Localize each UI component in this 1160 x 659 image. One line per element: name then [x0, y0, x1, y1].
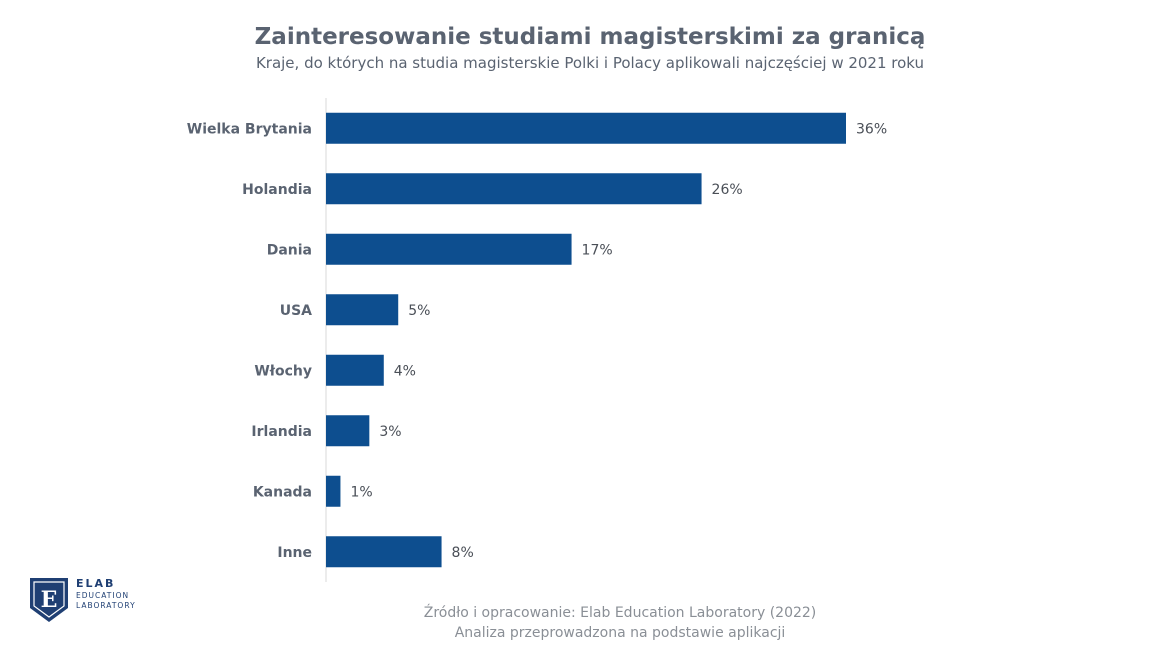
bar [326, 112, 846, 144]
value-label: 5% [408, 303, 430, 319]
value-label: 36% [856, 121, 887, 137]
category-label: Irlandia [251, 424, 312, 440]
svg-text:E: E [41, 587, 58, 613]
value-label: 8% [452, 545, 474, 561]
chart-title: Zainteresowanie studiami magisterskimi z… [254, 24, 926, 50]
bar [326, 415, 370, 447]
value-label: 3% [379, 424, 401, 440]
category-label: Dania [267, 242, 312, 258]
value-label: 17% [582, 242, 613, 258]
bar [326, 354, 384, 386]
category-label: Wielka Brytania [187, 121, 312, 137]
bar [326, 233, 572, 265]
category-label: USA [280, 303, 312, 319]
value-label: 1% [350, 484, 372, 500]
analysis-note: Analiza przeprowadzona na podstawie apli… [454, 625, 786, 641]
bar [326, 173, 702, 205]
chart-subtitle: Kraje, do których na studia magisterskie… [255, 54, 925, 72]
elab-shield-icon: E [30, 578, 68, 622]
source-note: Źródło i opracowanie: Elab Education Lab… [423, 605, 817, 621]
bar [326, 536, 442, 568]
bar [326, 475, 341, 507]
value-label: 26% [712, 182, 743, 198]
logo-line-1: ELAB [76, 577, 116, 590]
category-label: Włochy [254, 363, 312, 379]
category-label: Holandia [242, 182, 312, 198]
elab-logo: E ELAB EDUCATION LABORATORY [28, 576, 158, 626]
logo-line-3: LABORATORY [76, 601, 136, 610]
logo-line-2: EDUCATION [76, 591, 130, 600]
bar [326, 294, 399, 326]
category-label: Inne [277, 545, 312, 561]
category-label: Kanada [253, 484, 312, 500]
value-label: 4% [394, 363, 416, 379]
